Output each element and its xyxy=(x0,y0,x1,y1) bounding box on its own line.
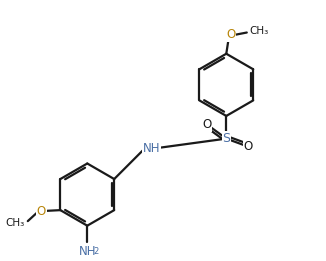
Text: O: O xyxy=(244,140,253,153)
Text: CH₃: CH₃ xyxy=(250,26,269,36)
Text: S: S xyxy=(222,132,230,145)
Text: CH₃: CH₃ xyxy=(6,218,25,228)
Text: O: O xyxy=(37,205,46,218)
Text: NH: NH xyxy=(142,142,160,155)
Text: NH: NH xyxy=(79,245,96,258)
Text: 2: 2 xyxy=(94,247,99,256)
Text: O: O xyxy=(226,28,235,41)
Text: O: O xyxy=(203,118,212,131)
